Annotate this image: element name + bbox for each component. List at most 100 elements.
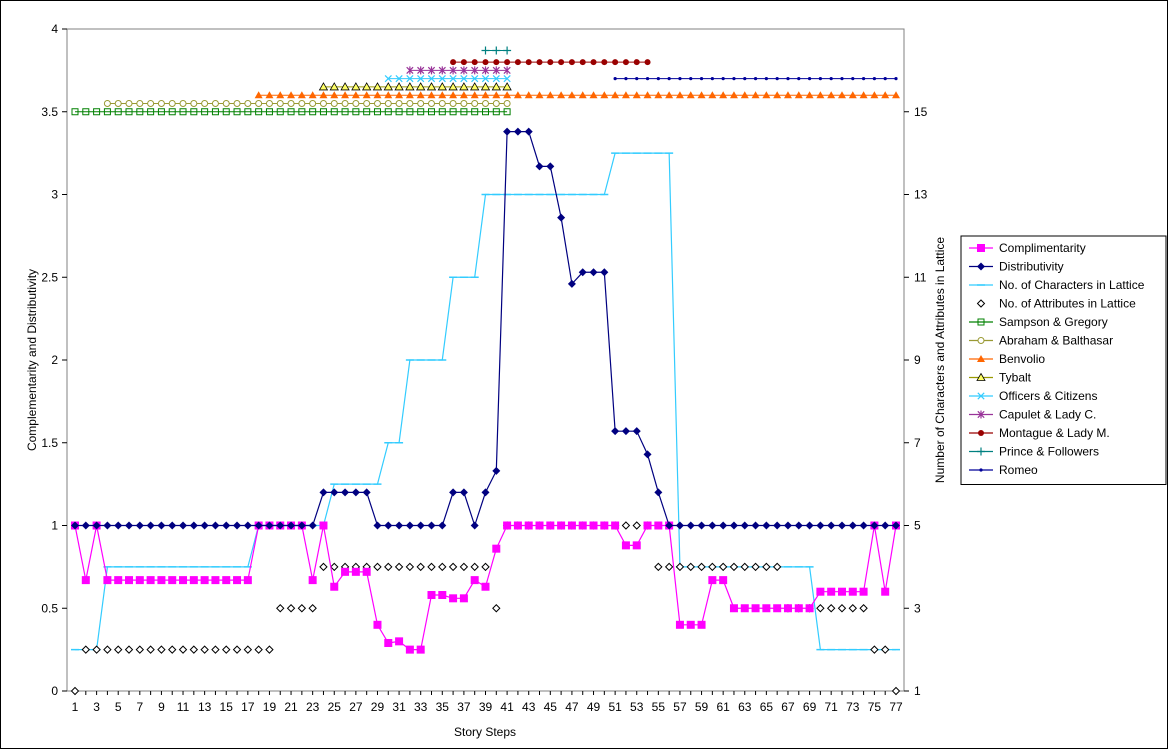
data-point <box>233 521 242 530</box>
x-tick-label: 65 <box>760 700 774 714</box>
presence-marker <box>363 99 371 107</box>
presence-marker <box>405 91 414 99</box>
legend-marker <box>977 355 985 362</box>
presence-marker <box>244 99 252 107</box>
legend-marker <box>977 262 985 271</box>
x-tick-label: 33 <box>414 700 428 714</box>
data-point <box>816 587 825 596</box>
presence-marker <box>601 59 608 66</box>
data-point <box>632 521 641 530</box>
presence-marker <box>471 59 478 66</box>
data-point <box>384 562 393 572</box>
presence-marker <box>233 108 241 116</box>
data-point <box>449 594 458 603</box>
presence-marker <box>840 77 844 81</box>
data-point <box>816 521 825 530</box>
presence-marker <box>492 46 501 55</box>
presence-marker <box>384 99 392 107</box>
legend-label: Benvolio <box>999 352 1045 366</box>
presence-marker <box>613 77 617 81</box>
data-point <box>308 604 317 613</box>
data-point <box>276 604 285 613</box>
data-point <box>395 521 404 530</box>
left-tick-label: 0.5 <box>41 601 58 615</box>
left-tick-label: 2.5 <box>41 270 58 284</box>
presence-marker <box>721 77 725 81</box>
data-point <box>459 594 468 603</box>
data-point <box>632 541 641 550</box>
left-tick-label: 4 <box>51 22 58 36</box>
presence-marker <box>417 66 425 75</box>
presence-marker <box>438 66 446 75</box>
left-tick-label: 3.5 <box>41 105 58 119</box>
data-point <box>200 645 209 654</box>
presence-marker <box>298 108 306 116</box>
legend-marker <box>977 337 985 344</box>
data-point <box>654 562 663 572</box>
presence-marker <box>373 91 382 99</box>
presence-marker <box>265 91 274 99</box>
data-point <box>189 645 199 654</box>
data-point <box>222 521 231 530</box>
data-point <box>708 562 717 572</box>
data-series <box>71 127 900 530</box>
presence-marker <box>654 91 663 99</box>
data-point <box>92 521 101 530</box>
presence-marker <box>807 77 812 81</box>
data-point <box>395 637 404 646</box>
legend-label: Tybalt <box>999 371 1032 385</box>
presence-marker <box>125 99 133 107</box>
data-point <box>179 576 188 585</box>
presence-marker <box>470 91 479 99</box>
presence-marker <box>179 99 187 107</box>
presence-marker <box>103 108 111 116</box>
presence-marker <box>136 108 144 116</box>
presence-marker <box>471 66 479 75</box>
data-point <box>827 521 836 530</box>
presence-marker <box>255 99 263 107</box>
presence-marker <box>729 91 738 99</box>
presence-marker <box>783 91 792 99</box>
data-point <box>848 521 857 530</box>
data-point <box>751 604 760 613</box>
legend-label: Prince & Followers <box>999 445 1099 459</box>
data-point <box>405 645 414 654</box>
presence-marker <box>697 91 706 99</box>
presence-marker <box>384 75 392 83</box>
data-point <box>481 562 490 572</box>
presence-marker <box>330 99 338 107</box>
legend-label: Officers & Citizens <box>999 389 1097 403</box>
right-tick-label: 13 <box>914 188 928 202</box>
presence-marker <box>255 108 263 116</box>
data-point <box>157 576 166 585</box>
data-point <box>567 521 576 530</box>
data-point <box>729 604 738 613</box>
presence-marker <box>244 108 252 116</box>
presence-marker <box>93 108 101 116</box>
left-tick-label: 1 <box>51 519 58 533</box>
x-tick-label: 11 <box>177 700 190 714</box>
presence-marker <box>460 108 468 116</box>
presence-marker <box>805 91 814 99</box>
data-point <box>125 576 134 585</box>
presence-marker <box>870 91 879 99</box>
presence-marker <box>395 91 404 99</box>
data-point <box>394 562 404 572</box>
right-tick-label: 7 <box>914 436 921 450</box>
x-tick-label: 19 <box>263 700 277 714</box>
data-point <box>859 587 868 596</box>
presence-marker <box>568 59 575 66</box>
presence-marker <box>743 77 747 81</box>
data-point <box>535 521 544 530</box>
presence-marker <box>211 99 219 107</box>
presence-marker <box>503 66 511 75</box>
presence-marker <box>471 75 479 83</box>
data-point <box>168 576 177 585</box>
presence-marker <box>341 91 350 99</box>
presence-marker <box>665 91 674 99</box>
presence-marker <box>503 108 511 116</box>
data-point <box>341 488 350 497</box>
data-point <box>589 268 598 277</box>
presence-marker <box>125 108 133 116</box>
data-point <box>189 521 198 530</box>
